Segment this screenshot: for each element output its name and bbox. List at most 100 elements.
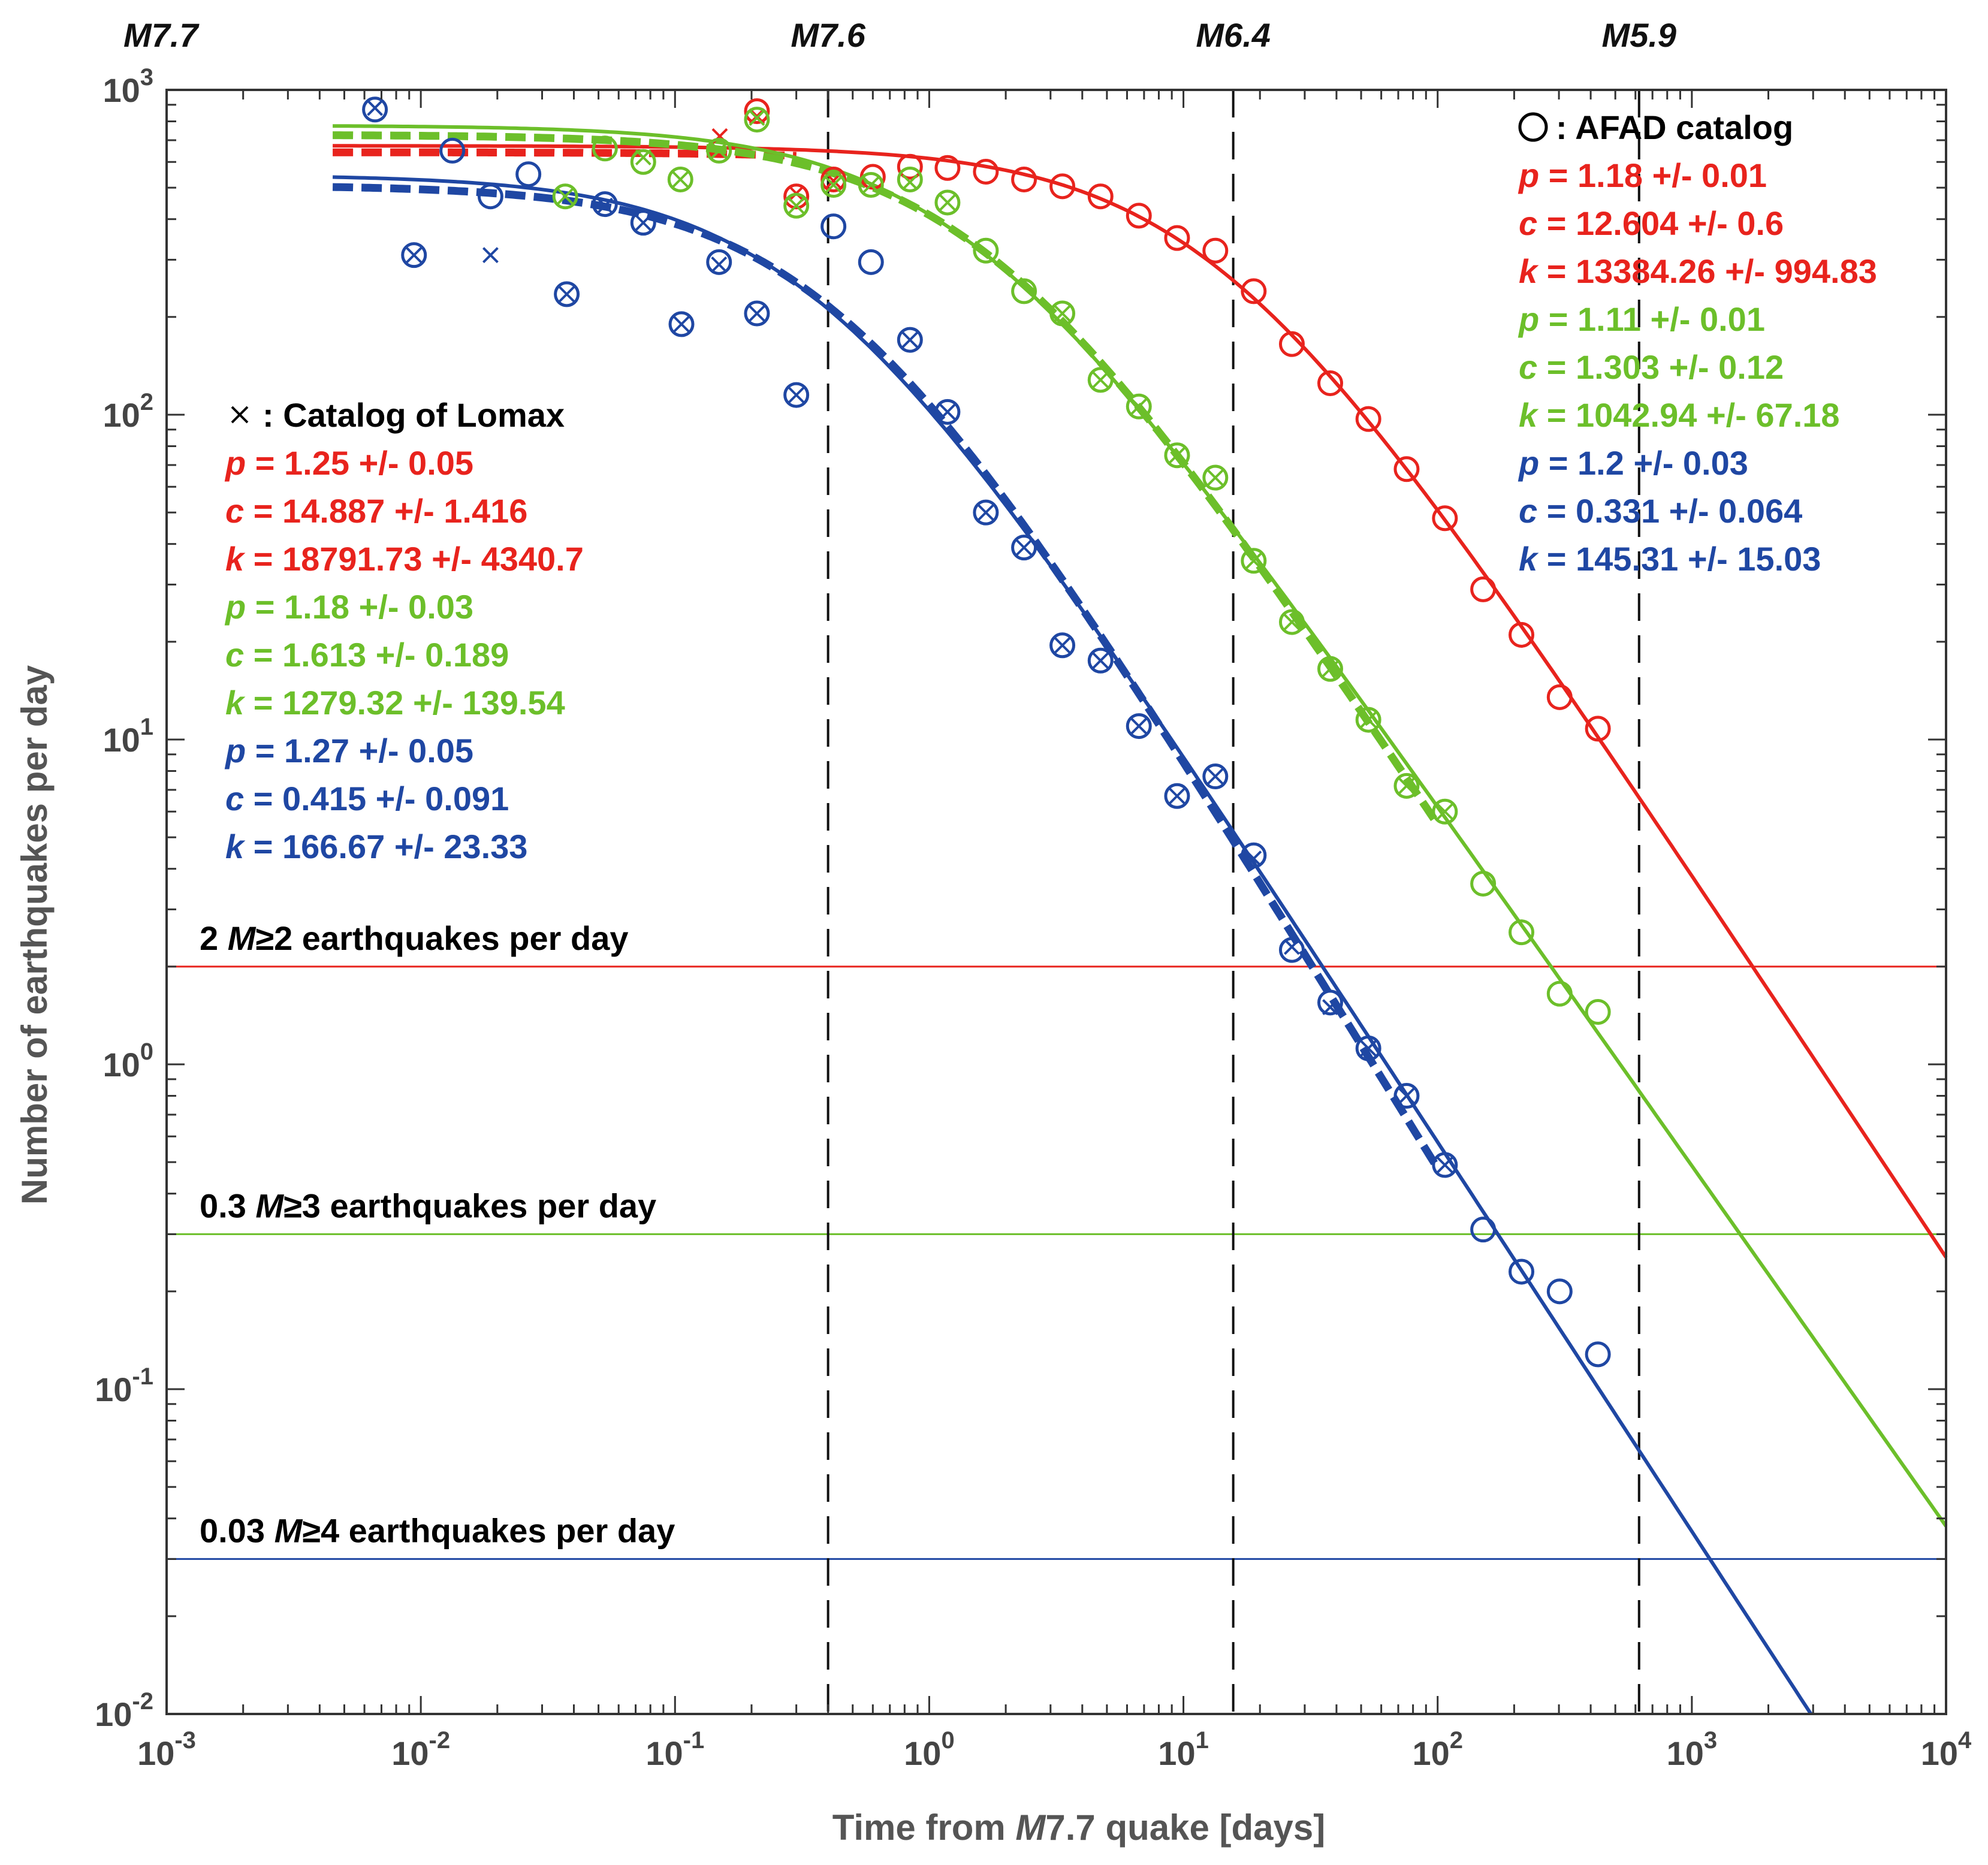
afad-point-red — [1470, 576, 1497, 602]
legend-entry-value: = 1.11 +/- 0.01 — [1539, 300, 1765, 338]
legend-entry-value: = 145.31 +/- 15.03 — [1537, 540, 1821, 578]
lomax-point-green — [1054, 305, 1070, 322]
y-tick-label-exp: 1 — [140, 714, 153, 740]
lomax-point-green — [901, 174, 918, 191]
legend-entry-param: c — [225, 492, 244, 530]
afad-point-green — [706, 137, 732, 164]
lomax-point-green — [1322, 660, 1338, 677]
legend-entry-value: = 1.25 +/- 0.05 — [246, 444, 473, 482]
legend-title: : AFAD catalog — [1556, 108, 1793, 146]
lomax-point-blue — [673, 316, 690, 333]
lomax-point-blue — [1016, 539, 1033, 556]
legend-entry-value: = 18791.73 +/- 4340.7 — [244, 540, 584, 578]
x-tick-label-base: 10 — [137, 1734, 174, 1772]
reference-label-mag: M — [274, 1511, 303, 1549]
afad-point-green — [1509, 919, 1535, 946]
legend-entry-param: p — [224, 444, 246, 482]
legend-entry-red-k: k = 13384.26 +/- 994.83 — [1519, 252, 1877, 290]
lomax-point-blue — [559, 286, 575, 303]
afad-point-green — [1355, 707, 1381, 733]
y-tick-label-base: 10 — [102, 1046, 140, 1084]
afad-point-red — [1202, 237, 1229, 264]
reference-label-text: ≥2 earthquakes per day — [255, 919, 628, 957]
afad-point-green — [552, 183, 578, 210]
x-tick-label-exp: -3 — [174, 1727, 196, 1754]
afad-point-green — [744, 107, 770, 133]
legend-entry-param: p — [1518, 300, 1539, 338]
legend-entry-blue-c: c = 0.331 +/- 0.064 — [1519, 492, 1802, 530]
legend-entry-red-p: p = 1.25 +/- 0.05 — [224, 444, 473, 482]
x-axis-label-part: Time from — [832, 1807, 1016, 1848]
x-axis-label: Time from M7.7 quake [days] — [832, 1807, 1325, 1848]
lomax-point-blue — [978, 504, 994, 521]
afad-point-blue — [668, 311, 695, 337]
legend-entry-param: c — [1519, 204, 1537, 242]
afad-point-green — [897, 166, 923, 192]
afad-point-blue — [1278, 937, 1305, 963]
afad-point-green — [667, 166, 693, 192]
legend-entry-green-c: c = 1.303 +/- 0.12 — [1519, 348, 1784, 386]
afad-point-blue — [1393, 1083, 1420, 1109]
afad-point-blue — [1546, 1278, 1573, 1305]
afad-point-red — [1011, 166, 1037, 192]
x-tick-label: 10-1 — [645, 1727, 704, 1772]
afad-point-green — [858, 171, 884, 198]
afad-point-green — [630, 149, 656, 175]
afad-point-blue — [783, 382, 810, 408]
afad-point-green — [1393, 772, 1420, 799]
x-tick-label-exp: 1 — [1196, 1727, 1209, 1754]
legend-entry-param: k — [1519, 252, 1539, 290]
lomax-point-blue — [1437, 1157, 1453, 1173]
legend-entry-red-k: k = 18791.73 +/- 4340.7 — [225, 540, 584, 578]
x-tick-label: 103 — [1667, 1727, 1718, 1772]
reference-label-count: 0.3 — [200, 1187, 255, 1224]
legend-entry-param: p — [224, 588, 246, 626]
afad-point-blue — [1509, 1259, 1535, 1285]
afad-point-red — [783, 183, 810, 210]
legend-entry-param: k — [225, 540, 246, 578]
y-tick-label: 103 — [102, 64, 153, 109]
legend-entry-red-c: c = 12.604 +/- 0.6 — [1519, 204, 1784, 242]
lomax-point-blue — [596, 197, 613, 214]
y-tick-label: 102 — [102, 389, 153, 434]
x-tick-label: 10-3 — [137, 1727, 196, 1772]
afad-point-blue — [934, 399, 961, 425]
afad-point-red — [1317, 370, 1344, 396]
lomax-point-green — [1207, 469, 1224, 486]
afad-point-blue — [858, 249, 884, 275]
afad-point-blue — [706, 249, 732, 275]
afad-point-red — [1546, 684, 1573, 710]
lomax-point-green — [1437, 803, 1453, 820]
legend-entry-green-k: k = 1042.94 +/- 67.18 — [1519, 396, 1840, 434]
afad-point-red — [1241, 278, 1267, 304]
x-tick-label: 100 — [904, 1727, 955, 1772]
lomax-point-blue — [1284, 938, 1300, 955]
afad-point-green — [592, 135, 618, 162]
legend-entry-value: = 12.604 +/- 0.6 — [1537, 204, 1784, 242]
lomax-point-green — [1092, 372, 1109, 388]
legend-entry-value: = 1.27 +/- 0.05 — [246, 732, 473, 769]
legend-entry-value: = 1.303 +/- 0.12 — [1537, 348, 1784, 386]
reference-label-count: 2 — [200, 919, 228, 957]
afad-point-green — [1049, 300, 1076, 327]
legend-symbol-cross — [231, 406, 249, 424]
afad-point-red — [973, 158, 999, 185]
afad-point-blue — [477, 183, 503, 210]
afad-point-red — [1355, 406, 1381, 432]
legend-entry-param: c — [225, 780, 244, 817]
legend-entry-value: = 14.887 +/- 1.416 — [244, 492, 527, 530]
afad-point-red — [744, 98, 770, 125]
afad-point-blue — [897, 327, 923, 353]
y-tick-label-base: 10 — [102, 721, 140, 759]
legend-entry-param: p — [224, 732, 246, 769]
legend-entry-value: = 1.18 +/- 0.03 — [246, 588, 473, 626]
lomax-point-green — [788, 197, 805, 214]
lomax-point-red — [749, 108, 765, 125]
lomax-point-green — [1284, 614, 1300, 630]
afad-point-blue — [1585, 1341, 1611, 1368]
y-tick-label: 10-1 — [95, 1363, 153, 1408]
afad-point-red — [1126, 203, 1152, 229]
lomax-point-green — [1130, 398, 1147, 415]
reference-line-label-green: 0.3 M≥3 earthquakes per day — [200, 1187, 656, 1224]
afad-point-red — [934, 155, 961, 181]
